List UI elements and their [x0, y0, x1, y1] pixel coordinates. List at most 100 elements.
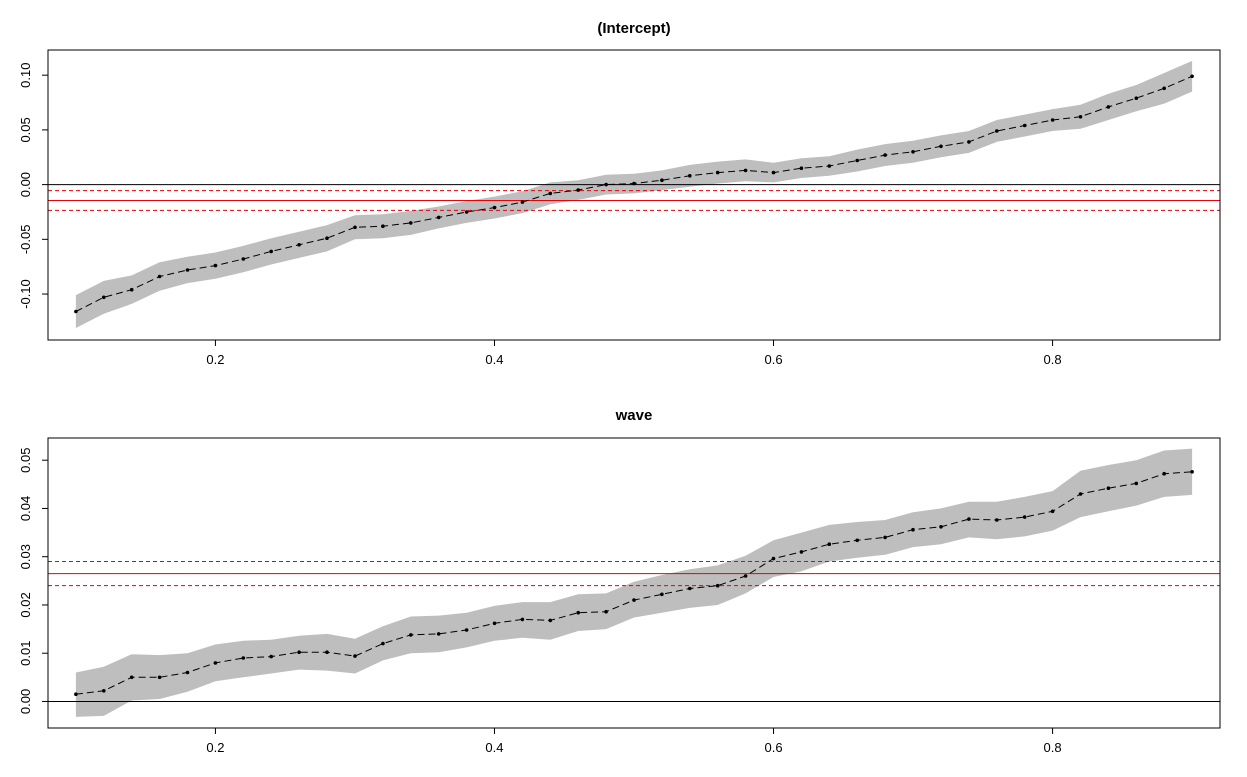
x-tick-label: 0.6 [764, 740, 782, 755]
plot-area [48, 448, 1220, 717]
data-point [269, 249, 274, 254]
data-point [464, 210, 469, 214]
data-point [1190, 74, 1194, 79]
data-point [102, 295, 106, 300]
data-point [660, 592, 664, 597]
x-tick-label: 0.4 [485, 352, 503, 367]
data-point [995, 518, 999, 522]
data-point [185, 670, 190, 675]
data-point [381, 224, 385, 228]
data-point [520, 617, 525, 622]
data-point [157, 675, 162, 680]
y-tick-label: 0.03 [18, 544, 33, 569]
data-point [1162, 86, 1166, 91]
data-point [157, 274, 162, 279]
data-point [548, 618, 553, 623]
data-point [548, 191, 553, 196]
data-point [436, 632, 441, 636]
panel-title: (Intercept) [597, 20, 670, 37]
data-point [688, 586, 692, 591]
data-point [520, 200, 525, 204]
data-point [74, 692, 78, 696]
panel-2: wave 0.2 0.4 0.6 0.8 0.00 0.01 0.02 0.03 0.04 0.05 [18, 407, 1221, 755]
data-point [1106, 486, 1111, 491]
x-tick-label: 0.6 [764, 352, 782, 367]
plot-frame [47, 49, 1221, 341]
data-point [1050, 118, 1055, 122]
data-point [715, 170, 720, 175]
data-point [409, 221, 413, 225]
data-point [660, 178, 664, 182]
data-point [743, 168, 748, 173]
data-point [213, 661, 218, 665]
data-point [353, 225, 357, 230]
data-point [129, 287, 134, 292]
data-point [409, 633, 413, 637]
data-point [241, 656, 246, 660]
data-point [883, 153, 887, 157]
data-point [967, 517, 971, 521]
y-tick-label: -0.10 [18, 279, 33, 309]
data-point [185, 268, 190, 272]
plot-area [48, 60, 1220, 329]
data-point [604, 182, 608, 187]
data-point [883, 535, 887, 540]
data-point [325, 236, 329, 240]
data-point [743, 574, 748, 578]
data-point [799, 166, 804, 170]
data-point [799, 550, 804, 554]
data-point [576, 610, 580, 615]
data-point [464, 628, 469, 632]
panel-1: (Intercept) 0.2 0.4 0.6 0.8 -0.10 -0.05 0.00 0.0… [18, 20, 1221, 367]
data-point [1190, 470, 1194, 474]
data-point [827, 542, 832, 546]
data-point [269, 654, 274, 659]
y-tick-label: 0.00 [18, 172, 33, 197]
y-tick-label: 0.04 [18, 496, 33, 521]
data-point [436, 215, 441, 220]
data-point [939, 144, 943, 149]
data-point [771, 556, 776, 561]
data-point [939, 525, 943, 529]
data-point [1162, 471, 1166, 476]
data-point [102, 689, 106, 693]
x-tick-label: 0.8 [1044, 740, 1062, 755]
confidence-band [75, 60, 1193, 329]
data-point [213, 263, 218, 268]
data-point [995, 129, 999, 133]
data-point [74, 309, 78, 314]
y-tick-label: -0.05 [18, 225, 33, 255]
y-tick-label: 0.02 [18, 592, 33, 617]
data-point [353, 654, 357, 658]
data-point [241, 257, 246, 261]
data-point [1022, 123, 1027, 128]
data-point [911, 150, 915, 154]
data-point [492, 205, 497, 210]
y-tick-label: 0.05 [18, 117, 33, 142]
y-tick-label: 0.05 [18, 448, 33, 473]
data-point [1106, 105, 1111, 109]
data-point [1134, 481, 1139, 486]
plot-frame [47, 437, 1221, 729]
data-point [715, 583, 720, 588]
data-point [129, 675, 134, 680]
data-point [855, 158, 859, 163]
data-point [1078, 492, 1083, 496]
data-point [632, 598, 636, 602]
data-point [1078, 115, 1083, 119]
data-point [297, 243, 301, 247]
y-tick-label: 0.10 [18, 63, 33, 88]
data-point [1050, 509, 1055, 514]
data-point [771, 170, 776, 175]
data-point [911, 527, 915, 532]
data-point [967, 140, 971, 144]
data-point [688, 174, 692, 178]
x-tick-label: 0.8 [1044, 352, 1062, 367]
data-point [604, 609, 608, 614]
data-point [297, 650, 301, 654]
data-point [492, 621, 497, 626]
data-point [827, 164, 832, 168]
y-tick-label: 0.00 [18, 689, 33, 714]
x-tick-label: 0.2 [206, 352, 224, 367]
